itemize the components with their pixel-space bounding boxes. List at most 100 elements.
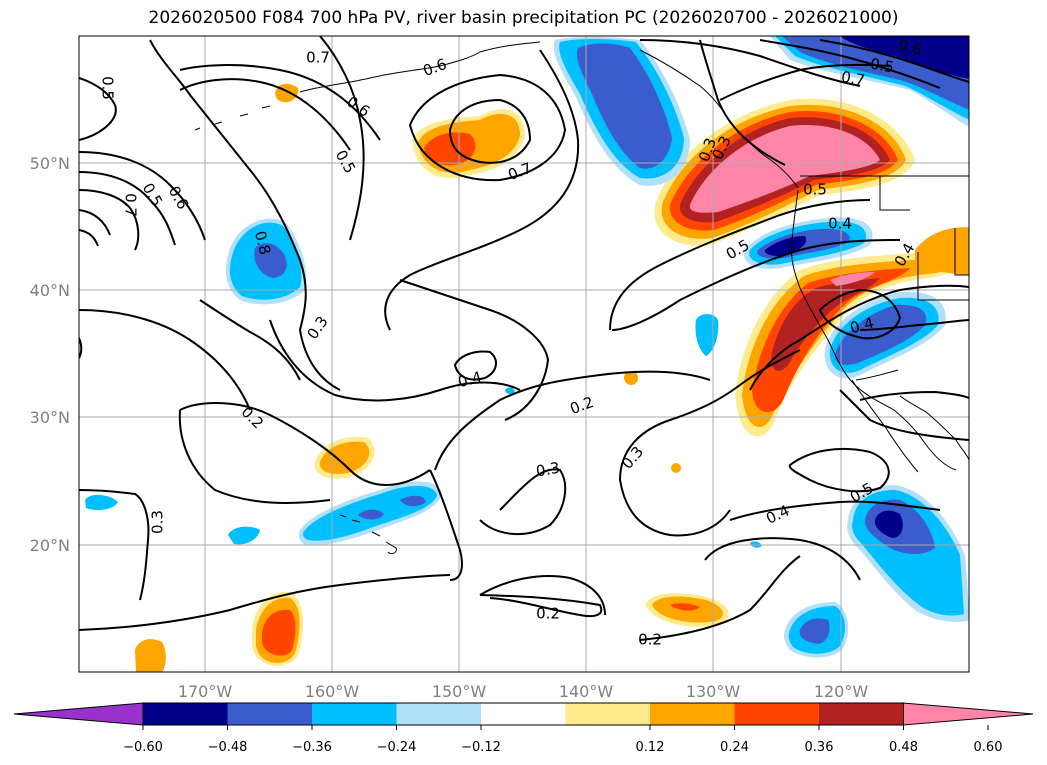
pv-contour <box>699 39 786 166</box>
contour-label: 0.5 <box>869 55 896 77</box>
colorbar-tick-label: 0.36 <box>805 740 834 755</box>
colorbar-extension-high <box>903 702 1034 726</box>
negative-anomaly-southwest-us-core <box>834 304 927 365</box>
pv-contour <box>719 63 891 101</box>
negative-anomaly-small-west <box>85 494 118 510</box>
negative-anomaly-gulf-of-alaska-core <box>576 43 672 169</box>
pv-contour <box>384 49 580 331</box>
state-border-1 <box>879 176 910 211</box>
pv-contours <box>79 36 969 641</box>
pv-contour <box>79 151 206 241</box>
positive-anomaly-far-southwest <box>135 639 166 672</box>
contour-label: 0.2 <box>536 605 560 623</box>
colorbar-segment <box>650 703 735 725</box>
map-title: 2026020500 F084 700 hPa PV, river basin … <box>148 8 899 28</box>
negative-anomaly-small-west2 <box>228 526 260 545</box>
colorbar-tick-label: −0.12 <box>461 740 501 755</box>
positive-anomaly-southwest-core <box>262 609 296 656</box>
contour-label: 0.7 <box>122 193 140 217</box>
longitude-label: 140°W <box>559 682 614 701</box>
pv-contour <box>79 309 251 411</box>
colorbar-extension-low <box>13 702 144 726</box>
pv-contour <box>79 171 176 246</box>
coastline-mexico <box>899 395 969 461</box>
pv-contour <box>749 284 969 391</box>
contour-label: 0.3 <box>149 510 167 534</box>
latitude-label: 20°N <box>30 536 70 555</box>
pv-contour <box>178 409 331 504</box>
latitude-label: 30°N <box>30 408 70 427</box>
colorbar-segment <box>227 703 312 725</box>
pv-contour <box>639 39 861 87</box>
islands-aleutian <box>194 105 271 131</box>
pv-contour <box>704 537 861 581</box>
colorbar-segment <box>396 703 481 725</box>
negative-anomaly-mexico-coast-max <box>874 510 903 538</box>
coastline-alaska <box>299 41 541 93</box>
pv-contour <box>619 479 731 537</box>
pv-contour <box>859 390 969 401</box>
pv-contour <box>179 402 431 486</box>
pv-contour <box>839 389 969 441</box>
pv-contour <box>199 299 301 381</box>
pv-contour <box>639 555 801 641</box>
pv-contour <box>448 98 532 164</box>
latitude-label: 40°N <box>30 281 70 300</box>
positive-anomaly-dot <box>624 371 638 385</box>
pv-contour <box>79 574 451 631</box>
negative-anomaly-northeast-core <box>840 36 969 79</box>
border-us-mexico <box>855 369 899 381</box>
pv-contour <box>149 39 341 391</box>
pv-contour <box>79 209 111 236</box>
pv-contour <box>819 39 969 83</box>
state-border-3 <box>954 228 969 276</box>
pv-contour <box>179 78 351 151</box>
colorbar-tick-label: 0.12 <box>636 740 665 755</box>
positive-anomaly-california-inner2 <box>752 268 910 413</box>
pv-contour <box>759 39 941 89</box>
contour-label: 0.6 <box>896 36 924 60</box>
negative-anomaly-pacific-northwest-max <box>764 236 807 256</box>
pv-contour <box>79 337 83 359</box>
pv-contour <box>788 447 890 493</box>
longitude-label: 130°W <box>686 682 741 701</box>
colorbar-segment <box>143 703 228 725</box>
pv-contour <box>434 370 711 471</box>
precip-fill-layer <box>85 36 969 672</box>
pv-contour <box>611 239 901 331</box>
contour-label: 0.3 <box>535 459 562 481</box>
contour-label: 0.4 <box>828 215 852 233</box>
pv-contour <box>609 199 871 331</box>
longitude-label: 150°W <box>432 682 487 701</box>
pv-contour <box>479 468 567 536</box>
contour-label: 0.2 <box>638 631 662 649</box>
colorbar-tick-label: −0.36 <box>292 740 332 755</box>
colorbar-tick-label: 0.24 <box>720 740 749 755</box>
colorbar-tick-label: −0.60 <box>123 740 163 755</box>
pv-contour <box>79 77 117 141</box>
pv-contour <box>319 36 365 241</box>
negative-anomaly-central-pacific-core <box>254 243 287 278</box>
colorbar-outline <box>142 702 904 726</box>
pv-contour <box>818 288 902 340</box>
colorbar-segment <box>734 703 819 725</box>
pv-contour <box>269 319 521 402</box>
contour-label: 0.4 <box>848 314 876 338</box>
contour-label: 0.7 <box>840 68 867 90</box>
pv-contour <box>408 73 567 182</box>
pv-contour <box>79 229 99 247</box>
longitude-label: 160°W <box>305 682 360 701</box>
positive-anomaly-northwest-core <box>689 125 880 213</box>
colorbar-segment <box>819 703 904 725</box>
negative-anomaly-southeast-core <box>799 618 830 644</box>
pv-contour <box>479 575 606 616</box>
negative-anomaly-dot <box>505 387 515 395</box>
coastline-west-us <box>791 189 957 471</box>
pv-contour <box>453 350 497 381</box>
pv-contour <box>79 189 140 251</box>
contour-label: 0.4 <box>456 368 484 392</box>
colorbar-tick-label: −0.24 <box>377 740 417 755</box>
state-border-2 <box>917 252 969 301</box>
colorbar-segment <box>481 703 566 725</box>
positive-anomaly-north-pacific-core <box>424 132 476 166</box>
